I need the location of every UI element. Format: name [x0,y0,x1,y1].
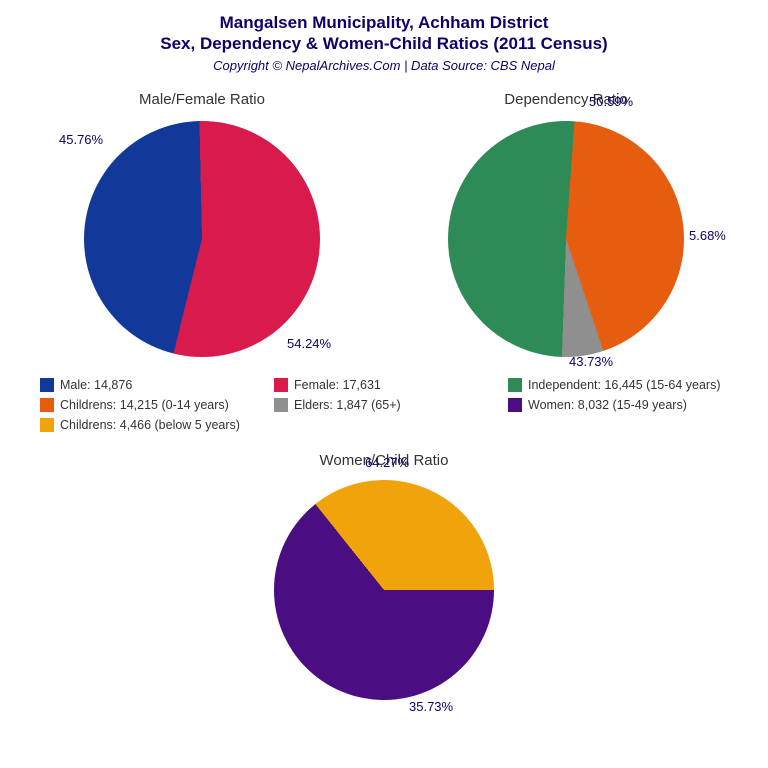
legend-swatch [508,378,522,392]
bottom-chart-row: Women/Child Ratio 64.27%35.73% [0,452,768,705]
legend-item: Childrens: 14,215 (0-14 years) [40,398,260,412]
legend-swatch [508,398,522,412]
pie-slice-label: 64.27% [365,455,409,470]
legend-text: Childrens: 14,215 (0-14 years) [60,398,229,412]
top-charts-row: Male/Female Ratio 45.76%54.24% Dependenc… [0,91,768,364]
pie-disc [84,121,320,357]
chart-women-child: Women/Child Ratio 64.27%35.73% [269,452,499,705]
legend-swatch [274,378,288,392]
subtitle: Copyright © NepalArchives.Com | Data Sou… [0,58,768,73]
pie-slice-label: 50.59% [589,94,633,109]
legend-item: Elders: 1,847 (65+) [274,398,494,412]
chart-title: Male/Female Ratio [139,91,265,108]
pie-male-female: 45.76%54.24% [77,114,327,364]
title-line-1: Mangalsen Municipality, Achham District [0,12,768,33]
legend-swatch [40,398,54,412]
chart-dependency: Dependency Ratio 50.59%43.73%5.68% [441,91,691,364]
legend-swatch [274,398,288,412]
pie-slice-label: 43.73% [569,354,613,369]
pie-slice-label: 35.73% [409,699,453,714]
pie-disc [274,480,494,700]
legend-swatch [40,378,54,392]
pie-disc [448,121,684,357]
pie-women-child: 64.27%35.73% [269,475,499,705]
legend-item: Male: 14,876 [40,378,260,392]
legend-item: Women: 8,032 (15-49 years) [508,398,728,412]
legend-text: Women: 8,032 (15-49 years) [528,398,687,412]
legend-item: Female: 17,631 [274,378,494,392]
pie-slice-label: 5.68% [689,228,726,243]
legend-item: Childrens: 4,466 (below 5 years) [40,418,260,432]
title-line-2: Sex, Dependency & Women-Child Ratios (20… [0,33,768,54]
legend: Male: 14,876 Female: 17,631 Independent: 1… [0,364,768,432]
legend-swatch [40,418,54,432]
legend-text: Female: 17,631 [294,378,381,392]
header: Mangalsen Municipality, Achham District … [0,0,768,73]
chart-male-female: Male/Female Ratio 45.76%54.24% [77,91,327,364]
pie-slice-label: 45.76% [59,132,103,147]
legend-item: Independent: 16,445 (15-64 years) [508,378,728,392]
pie-slice-label: 54.24% [287,336,331,351]
legend-text: Elders: 1,847 (65+) [294,398,401,412]
pie-dependency: 50.59%43.73%5.68% [441,114,691,364]
legend-text: Childrens: 4,466 (below 5 years) [60,418,240,432]
legend-text: Male: 14,876 [60,378,132,392]
legend-text: Independent: 16,445 (15-64 years) [528,378,721,392]
